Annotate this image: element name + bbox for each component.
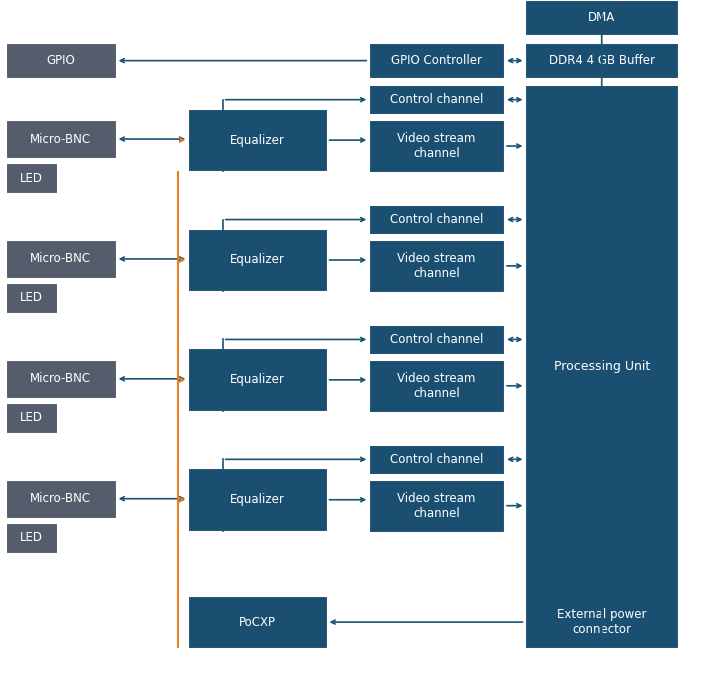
Text: Processing Unit: Processing Unit — [554, 360, 650, 373]
Bar — [369, 43, 504, 78]
Text: Video stream
channel: Video stream channel — [398, 491, 476, 520]
Bar — [6, 523, 57, 553]
Bar — [188, 229, 327, 291]
Text: Equalizer: Equalizer — [230, 493, 285, 506]
Bar — [6, 43, 116, 78]
Text: Control channel: Control channel — [390, 213, 484, 226]
Text: LED: LED — [20, 411, 43, 424]
Text: Micro-BNC: Micro-BNC — [30, 372, 92, 385]
Bar — [525, 596, 678, 648]
Bar — [525, 85, 678, 648]
Text: Control channel: Control channel — [390, 453, 484, 466]
Text: Micro-BNC: Micro-BNC — [30, 492, 92, 505]
Text: Micro-BNC: Micro-BNC — [30, 252, 92, 266]
Text: Equalizer: Equalizer — [230, 134, 285, 146]
Bar — [6, 163, 57, 193]
Bar — [6, 283, 57, 313]
Bar — [188, 596, 327, 648]
Bar — [6, 403, 57, 433]
Bar — [6, 360, 116, 398]
Text: GPIO Controller: GPIO Controller — [391, 54, 482, 67]
Text: Control channel: Control channel — [390, 333, 484, 346]
Bar — [369, 85, 504, 114]
Bar — [6, 480, 116, 518]
Bar — [188, 348, 327, 411]
Bar — [6, 120, 116, 158]
Bar — [525, 0, 678, 35]
Text: Equalizer: Equalizer — [230, 254, 285, 266]
Text: DDR4 4 GB Buffer: DDR4 4 GB Buffer — [549, 54, 655, 67]
Text: GPIO: GPIO — [46, 54, 75, 67]
Text: Control channel: Control channel — [390, 93, 484, 106]
Text: External power
connector: External power connector — [557, 608, 647, 636]
Bar — [369, 120, 504, 172]
Bar — [525, 43, 678, 78]
Text: LED: LED — [20, 531, 43, 544]
Bar — [369, 480, 504, 532]
Bar — [369, 360, 504, 412]
Bar — [369, 445, 504, 474]
Bar — [188, 468, 327, 531]
Bar — [188, 109, 327, 171]
Text: Equalizer: Equalizer — [230, 374, 285, 386]
Bar — [369, 205, 504, 234]
Bar — [369, 325, 504, 354]
Bar — [6, 240, 116, 278]
Text: Micro-BNC: Micro-BNC — [30, 132, 92, 146]
Text: Video stream
channel: Video stream channel — [398, 252, 476, 280]
Text: Video stream
channel: Video stream channel — [398, 372, 476, 400]
Text: DMA: DMA — [588, 11, 616, 24]
Bar — [369, 240, 504, 292]
Text: Video stream
channel: Video stream channel — [398, 132, 476, 160]
Text: LED: LED — [20, 291, 43, 305]
Text: PoCXP: PoCXP — [239, 615, 276, 629]
Text: LED: LED — [20, 171, 43, 185]
